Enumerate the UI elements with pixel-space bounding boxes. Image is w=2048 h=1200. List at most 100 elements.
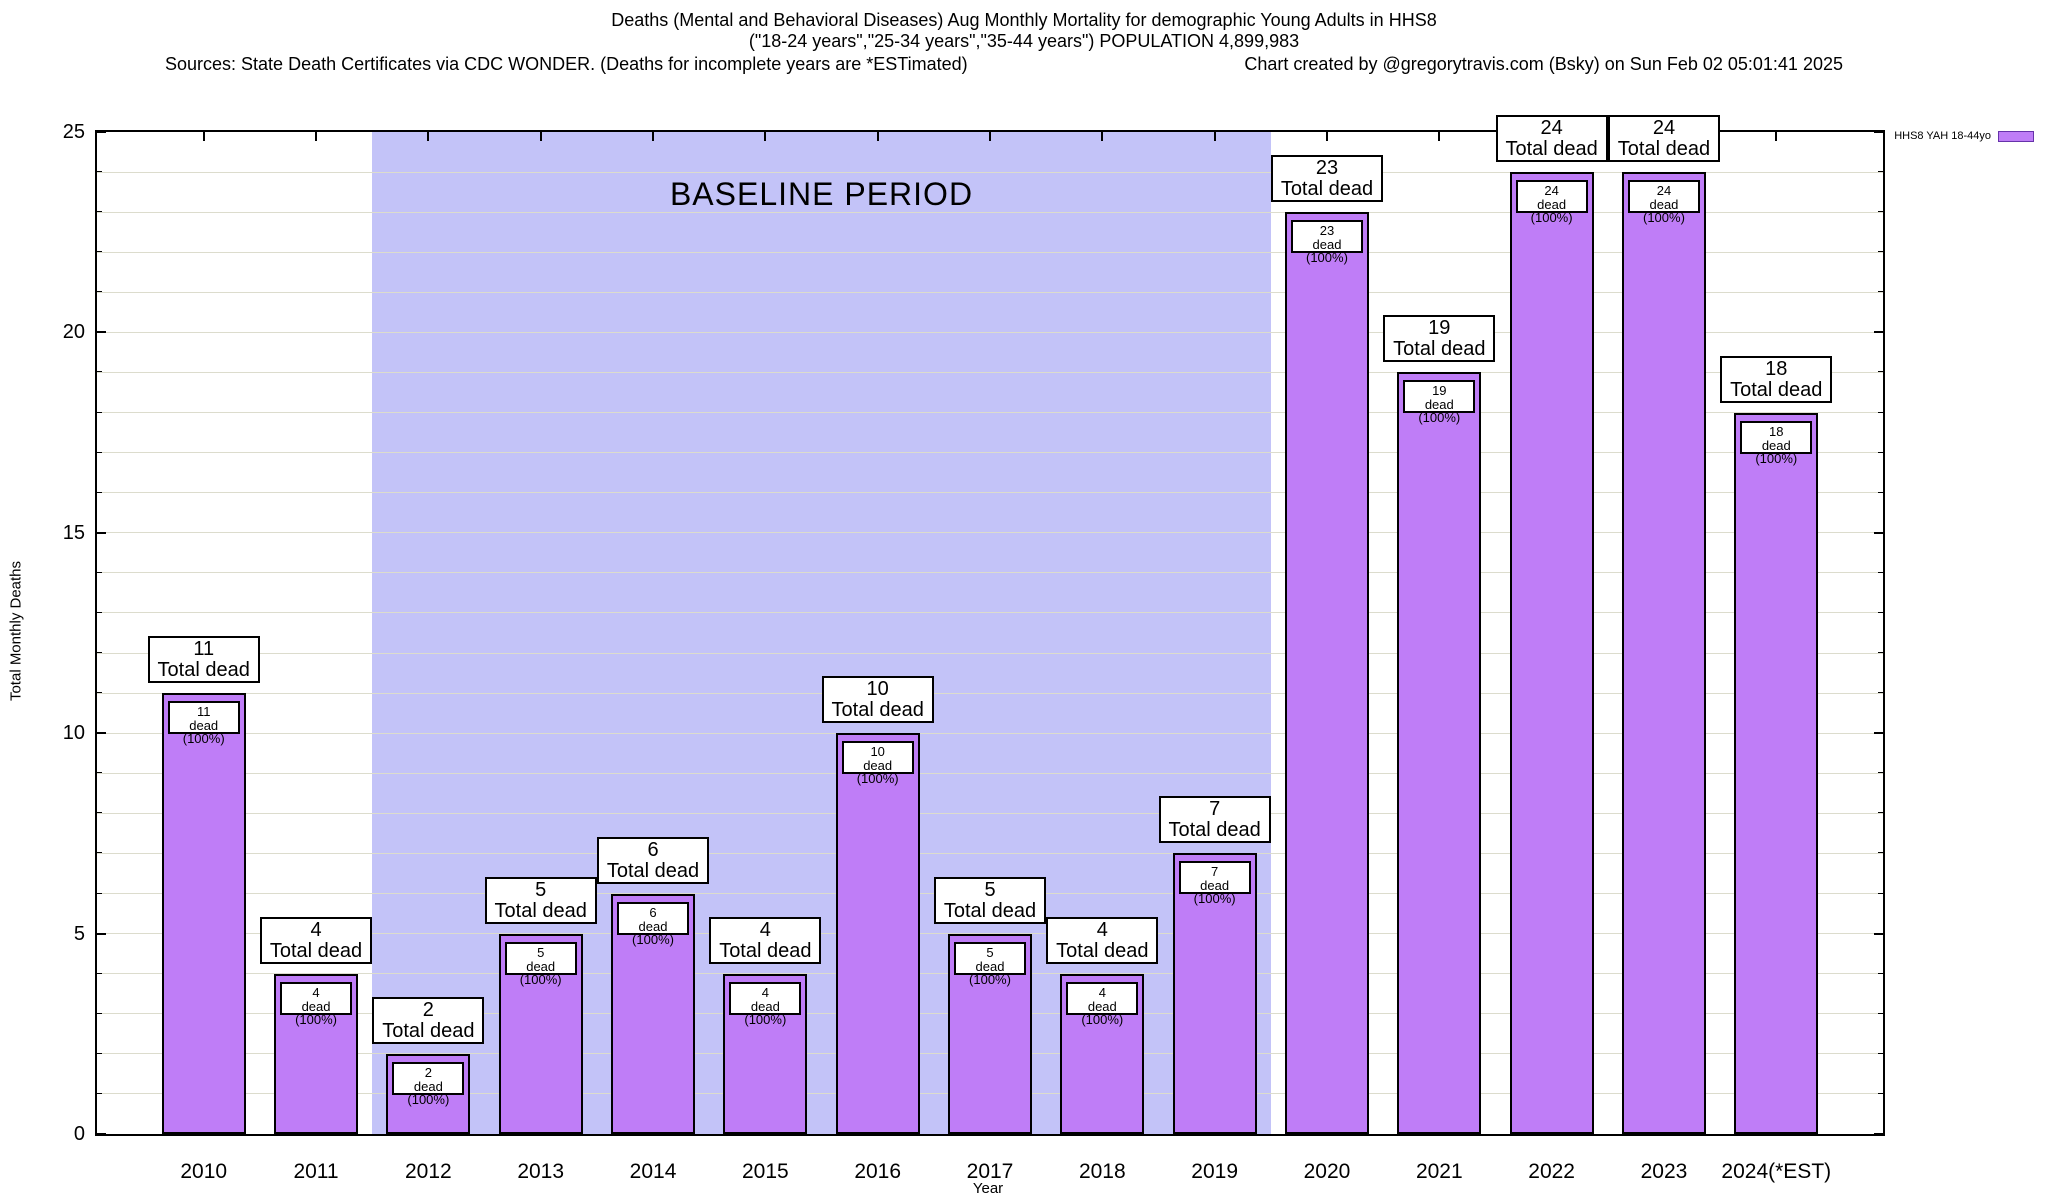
y-minor-tick: [1878, 652, 1883, 654]
bar-inner-count: 23: [1319, 223, 1335, 239]
bar-inner-suffix: dead (100%): [969, 958, 1011, 987]
bar-inner-label: 24 dead (100%): [1515, 180, 1588, 224]
gridline: [97, 412, 1883, 414]
bar-total-label: 2 Total dead: [372, 996, 485, 1044]
y-minor-tick: [1878, 251, 1883, 253]
y-minor-tick: [97, 812, 102, 814]
bar-total-label: 7 Total dead: [1158, 796, 1271, 844]
y-minor-tick: [1878, 571, 1883, 573]
bar-total-count: 24: [1540, 117, 1563, 140]
y-minor-tick: [1878, 171, 1883, 173]
bar-total-count: 5: [535, 878, 547, 901]
chart-title: Deaths (Mental and Behavioral Diseases) …: [611, 10, 1437, 30]
gridline: [97, 732, 1883, 734]
bar-total-suffix: Total dead: [1168, 819, 1261, 842]
y-minor-tick: [97, 611, 102, 613]
y-minor-tick: [97, 211, 102, 213]
y-minor-tick: [1878, 451, 1883, 453]
bar-inner-count: 2: [424, 1064, 432, 1080]
y-major-tick: [97, 732, 106, 735]
credit-text: Chart created by @gregorytravis.com (Bsk…: [1244, 54, 1843, 74]
y-major-tick: [1874, 531, 1883, 534]
bar-inner-count: 19: [1432, 383, 1447, 399]
x-top-tick: [202, 132, 205, 141]
y-minor-tick: [1878, 812, 1883, 814]
bar: 18 dead (100%): [1734, 412, 1819, 1134]
plot-area: 0 5 10 15 20 25 11 dead (100%) 11 Total dead 2010 4…: [63, 115, 1885, 1183]
x-tick-label: 2018: [1078, 1160, 1126, 1183]
x-top-tick: [1775, 132, 1778, 141]
x-top-tick: [427, 132, 430, 141]
x-tick-label: 2023: [1640, 1160, 1688, 1183]
bar-inner-count: 5: [537, 944, 545, 960]
bar-inner-count: 4: [1098, 984, 1106, 1000]
bar-total-suffix: Total dead: [269, 939, 363, 962]
y-minor-tick: [97, 451, 102, 453]
y-major-tick: [1874, 1133, 1883, 1135]
bar-total-label: 5 Total dead: [484, 876, 597, 924]
bar: 4 dead (100%): [274, 973, 359, 1134]
bar-inner-count: 24: [1656, 183, 1672, 199]
x-tick-label: 2019: [1191, 1160, 1238, 1183]
y-tick-label: 10: [62, 722, 85, 745]
y-minor-tick: [97, 692, 102, 694]
y-minor-tick: [97, 371, 102, 373]
bar-total-label: 23 Total dead: [1270, 155, 1383, 203]
sources-row: Sources: State Death Certificates via CD…: [165, 54, 1843, 75]
bar-total-suffix: Total dead: [382, 1019, 475, 1042]
y-major-tick: [1874, 932, 1883, 935]
y-minor-tick: [97, 892, 102, 894]
bar-total-count: 19: [1428, 317, 1451, 340]
bar: 6 dead (100%): [611, 893, 696, 1134]
gridline: [97, 572, 1883, 574]
bar: 4 dead (100%): [723, 973, 808, 1134]
bar-total-label: 24 Total dead: [1607, 115, 1720, 163]
bar-total-label: 19 Total dead: [1383, 315, 1496, 363]
bar-inner-count: 6: [649, 904, 657, 920]
bar-total-suffix: Total dead: [1393, 338, 1486, 361]
bar-total-label: 4 Total dead: [260, 916, 373, 964]
y-minor-tick: [1878, 371, 1883, 373]
y-minor-tick: [97, 251, 102, 253]
bar-inner-count: 10: [870, 744, 885, 760]
x-top-tick: [315, 132, 318, 141]
y-minor-tick: [1878, 972, 1883, 974]
y-tick-label: 5: [73, 922, 85, 945]
x-top-tick: [1438, 132, 1441, 141]
x-tick-label: 2012: [405, 1160, 452, 1183]
gridline: [97, 452, 1883, 454]
bar-inner-suffix: dead (100%): [1081, 998, 1124, 1027]
bar-inner-suffix: dead (100%): [519, 958, 562, 987]
bar-total-label: 4 Total dead: [709, 916, 822, 964]
bar-total-suffix: Total dead: [1730, 378, 1823, 401]
y-minor-tick: [97, 411, 102, 413]
bar-inner-label: 4 dead (100%): [280, 981, 353, 1026]
bar-total-count: 4: [310, 918, 322, 941]
x-top-tick: [539, 132, 542, 141]
y-minor-tick: [1878, 1012, 1883, 1014]
bar-inner-count: 4: [761, 984, 769, 1000]
chart-subtitle: ("18-24 years","25-34 years","35-44 year…: [748, 31, 1300, 51]
bar-total-suffix: Total dead: [1505, 138, 1598, 161]
gridline: [97, 331, 1883, 333]
x-tick-label: 2013: [517, 1160, 565, 1183]
bar-total-suffix: Total dead: [494, 899, 587, 922]
bar-inner-label: 23 dead (100%): [1290, 220, 1363, 264]
x-top-tick: [876, 132, 879, 141]
gridline: [97, 652, 1883, 654]
bar-total-count: 5: [984, 878, 996, 901]
y-minor-tick: [1878, 692, 1883, 694]
legend: HHS8 YAH 18-44yo: [1894, 130, 2034, 142]
gridline: [97, 291, 1883, 293]
bar-total-count: 6: [647, 838, 659, 861]
y-major-tick: [1874, 331, 1883, 334]
gridline: [97, 612, 1883, 614]
bar: 5 dead (100%): [498, 933, 583, 1134]
bar-inner-count: 4: [312, 984, 320, 1000]
y-minor-tick: [1878, 291, 1883, 293]
bar-inner-suffix: dead (100%): [1418, 397, 1461, 426]
y-minor-tick: [1878, 491, 1883, 493]
bar-total-suffix: Total dead: [1617, 138, 1711, 161]
legend-swatch: [1998, 130, 2034, 142]
x-tick-label: 2016: [854, 1160, 902, 1183]
